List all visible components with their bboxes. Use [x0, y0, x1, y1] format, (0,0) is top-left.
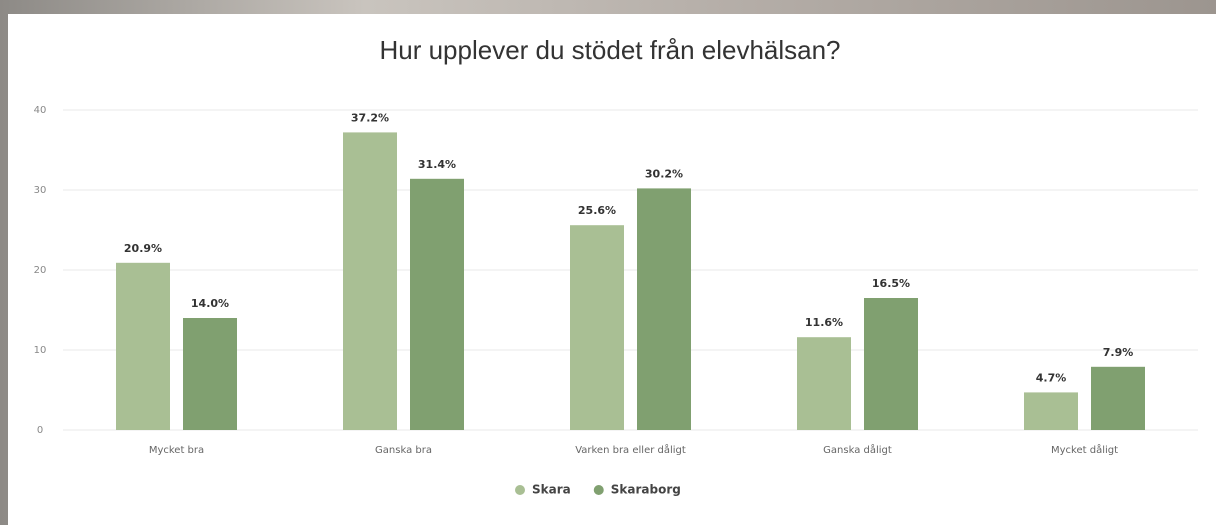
x-tick-label: Mycket dåligt	[1051, 443, 1118, 456]
value-label: 31.4%	[418, 158, 456, 171]
chart-title: Hur upplever du stödet från elevhälsan?	[379, 35, 840, 65]
bar	[637, 188, 691, 430]
bar	[570, 225, 624, 430]
y-tick-label: 40	[34, 105, 47, 116]
bar	[183, 318, 237, 430]
value-label: 7.9%	[1103, 346, 1134, 359]
value-label: 20.9%	[124, 242, 162, 255]
value-label: 30.2%	[645, 167, 683, 180]
bar	[343, 132, 397, 430]
y-tick-label: 10	[34, 345, 47, 356]
legend-label: Skara	[532, 483, 571, 497]
x-tick-label: Mycket bra	[149, 445, 204, 456]
y-tick-label: 20	[34, 265, 47, 276]
x-tick-label: Ganska dåligt	[823, 443, 892, 456]
value-label: 11.6%	[805, 316, 843, 329]
bar	[116, 262, 170, 430]
value-label: 16.5%	[872, 277, 910, 290]
y-tick-label: 30	[34, 185, 47, 196]
value-label: 4.7%	[1036, 371, 1067, 384]
bar	[410, 178, 464, 430]
y-tick-label: 0	[37, 425, 43, 436]
value-label: 25.6%	[578, 204, 616, 217]
bar	[1024, 392, 1078, 430]
value-label: 37.2%	[351, 111, 389, 124]
value-label: 14.0%	[191, 297, 229, 310]
bar	[797, 337, 851, 430]
bar	[1091, 366, 1145, 430]
legend-label: Skaraborg	[611, 483, 681, 497]
x-tick-label: Varken bra eller dåligt	[575, 443, 686, 456]
legend-marker	[593, 485, 604, 495]
legend-marker	[515, 485, 525, 495]
x-tick-label: Ganska bra	[375, 445, 432, 456]
bar	[864, 298, 918, 430]
